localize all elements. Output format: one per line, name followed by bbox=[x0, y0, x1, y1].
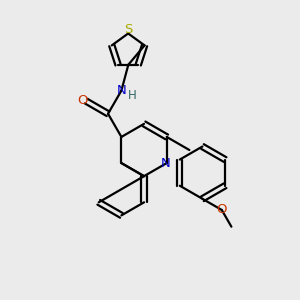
Text: H: H bbox=[128, 88, 137, 101]
Text: N: N bbox=[161, 157, 171, 169]
Text: S: S bbox=[124, 22, 132, 35]
Text: N: N bbox=[116, 84, 126, 97]
Text: O: O bbox=[77, 94, 88, 107]
Text: O: O bbox=[217, 203, 227, 217]
